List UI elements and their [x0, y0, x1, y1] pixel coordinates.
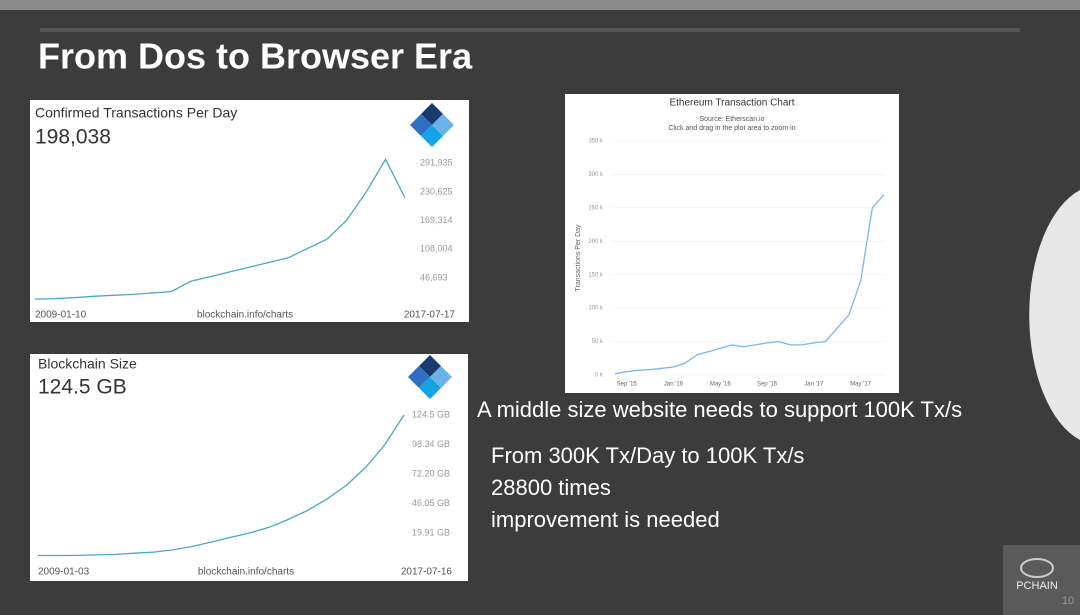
chart-panel	[30, 354, 468, 581]
y-tick-label: 124.5 GB	[412, 409, 450, 419]
y-tick-label: 0 k	[595, 373, 604, 379]
chart-source: blockchain.info/charts	[197, 310, 293, 321]
chart-title: Confirmed Transactions Per Day	[35, 105, 237, 121]
logo-box	[1003, 545, 1080, 615]
y-tick-label: 19.91 GB	[412, 527, 450, 537]
y-tick-label: 150 k	[588, 272, 604, 278]
logo-text: PCHAIN	[1016, 580, 1058, 592]
y-tick-label: 200 k	[588, 239, 604, 245]
y-tick-label: 291,935	[420, 158, 453, 168]
x-tick-label: Jan '16	[664, 382, 684, 388]
logo-icon	[410, 103, 454, 147]
chart-subtitle: Source: Etherscan.io	[700, 116, 765, 123]
x-tick-label: 2017-07-16	[401, 567, 453, 578]
note-text: From 300K Tx/Day to 100K Tx/s	[491, 443, 804, 468]
y-tick-label: 46.05 GB	[412, 498, 450, 508]
top-strip	[0, 0, 1080, 10]
y-tick-label: 230,625	[420, 186, 453, 196]
x-tick-label: Sep '15	[617, 382, 638, 388]
page-number: 10	[1062, 595, 1074, 607]
y-tick-label: 300 k	[588, 172, 604, 178]
chart-headline: 124.5 GB	[38, 376, 127, 399]
chart-source: blockchain.info/charts	[198, 567, 294, 578]
chart-headline: 198,038	[35, 126, 111, 149]
y-axis-label: Transactions Per Day	[575, 224, 582, 292]
chart-panel	[565, 94, 899, 393]
chart-title: Blockchain Size	[38, 356, 137, 372]
y-tick-label: 169,314	[420, 215, 453, 225]
y-tick-label: 50 k	[592, 339, 604, 345]
note-text: improvement is needed	[491, 507, 720, 532]
x-tick-label: Sep '16	[757, 382, 778, 388]
y-tick-label: 46,693	[420, 272, 448, 282]
y-tick-label: 350 k	[588, 139, 604, 145]
x-tick-label: May '16	[710, 382, 731, 388]
y-tick-label: 250 k	[588, 205, 604, 211]
decor-arc	[1029, 190, 1080, 440]
chart-panel	[30, 100, 469, 322]
x-tick-label: May '17	[850, 382, 871, 388]
chart-note: Click and drag in the plot area to zoom …	[668, 125, 795, 132]
x-tick-label: 2017-07-17	[404, 310, 456, 321]
note-text: 28800 times	[491, 475, 611, 500]
data-line	[614, 194, 885, 375]
chart-title: Ethereum Transaction Chart	[669, 98, 794, 109]
slide-title: From Dos to Browser Era	[38, 36, 473, 77]
logo-mark	[1020, 558, 1054, 578]
y-tick-label: 100 k	[588, 306, 604, 312]
data-line	[38, 414, 405, 557]
note-text: A middle size website needs to support 1…	[477, 397, 962, 422]
x-tick-label: Jan '17	[804, 382, 824, 388]
x-tick-label: 2009-01-03	[38, 567, 90, 578]
data-line	[34, 158, 406, 300]
logo-icon	[408, 355, 452, 399]
y-tick-label: 72.20 GB	[412, 468, 450, 478]
y-tick-label: 108,004	[420, 244, 453, 254]
y-tick-label: 98.34 GB	[412, 439, 450, 449]
x-tick-label: 2009-01-10	[35, 310, 87, 321]
